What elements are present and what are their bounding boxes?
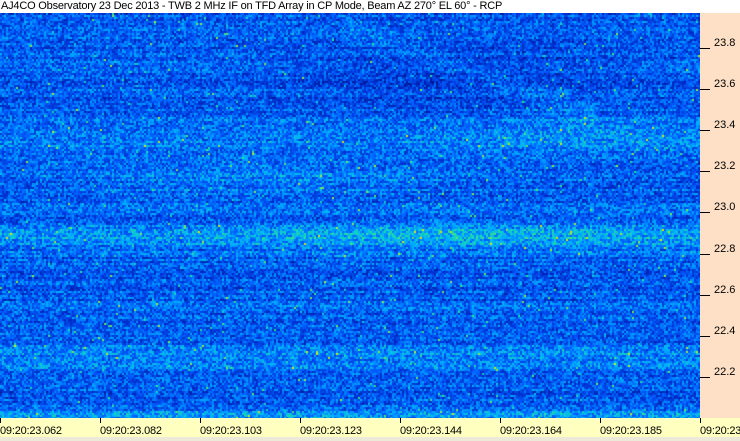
y-tick-label: 22.4 [714,324,736,337]
y-tick [700,212,710,214]
x-tick [500,418,501,423]
x-tick [100,418,101,423]
y-tick-label: 22.2 [714,365,736,378]
x-tick-label: 09:20:23.103 [200,425,262,437]
spectrogram-heatmap [0,13,700,418]
x-tick-label: 09:20:23.205 [700,425,740,437]
y-tick [700,335,710,337]
chart-title: AJ4CO Observatory 23 Dec 2013 - TWB 2 MH… [0,0,740,13]
y-tick-label: 22.6 [714,283,736,296]
y-tick-label: 22.8 [714,242,736,255]
x-tick [0,418,1,423]
y-tick-label: 23.2 [714,160,736,173]
y-tick [700,294,710,296]
y-axis-frequency: 23.8 23.6 23.4 23.2 23.0 22.8 22.6 22.4 22.2 [700,13,740,418]
x-tick [600,418,601,423]
y-tick [700,89,710,91]
x-tick-label: 09:20:23.164 [500,425,562,437]
x-tick [700,418,701,423]
x-tick-label: 09:20:23.082 [100,425,162,437]
x-tick-label: 09:20:23.144 [400,425,462,437]
y-tick-label: 23.8 [714,36,736,49]
x-tick-label: 09:20:23.123 [300,425,362,437]
x-tick [400,418,401,423]
y-tick [700,253,710,255]
x-tick [200,418,201,423]
y-tick [700,171,710,173]
x-tick-label: 09:20:23.062 [0,425,62,437]
x-tick [300,418,301,423]
y-tick [700,47,710,49]
y-tick [700,376,710,378]
x-axis-time: 09:20:23.062 09:20:23.082 09:20:23.103 09:2… [0,418,740,437]
y-tick [700,130,710,132]
x-tick-label: 09:20:23.185 [600,425,662,437]
y-tick-label: 23.0 [714,201,736,214]
y-tick-label: 23.6 [714,78,736,91]
y-tick-label: 23.4 [714,119,736,132]
